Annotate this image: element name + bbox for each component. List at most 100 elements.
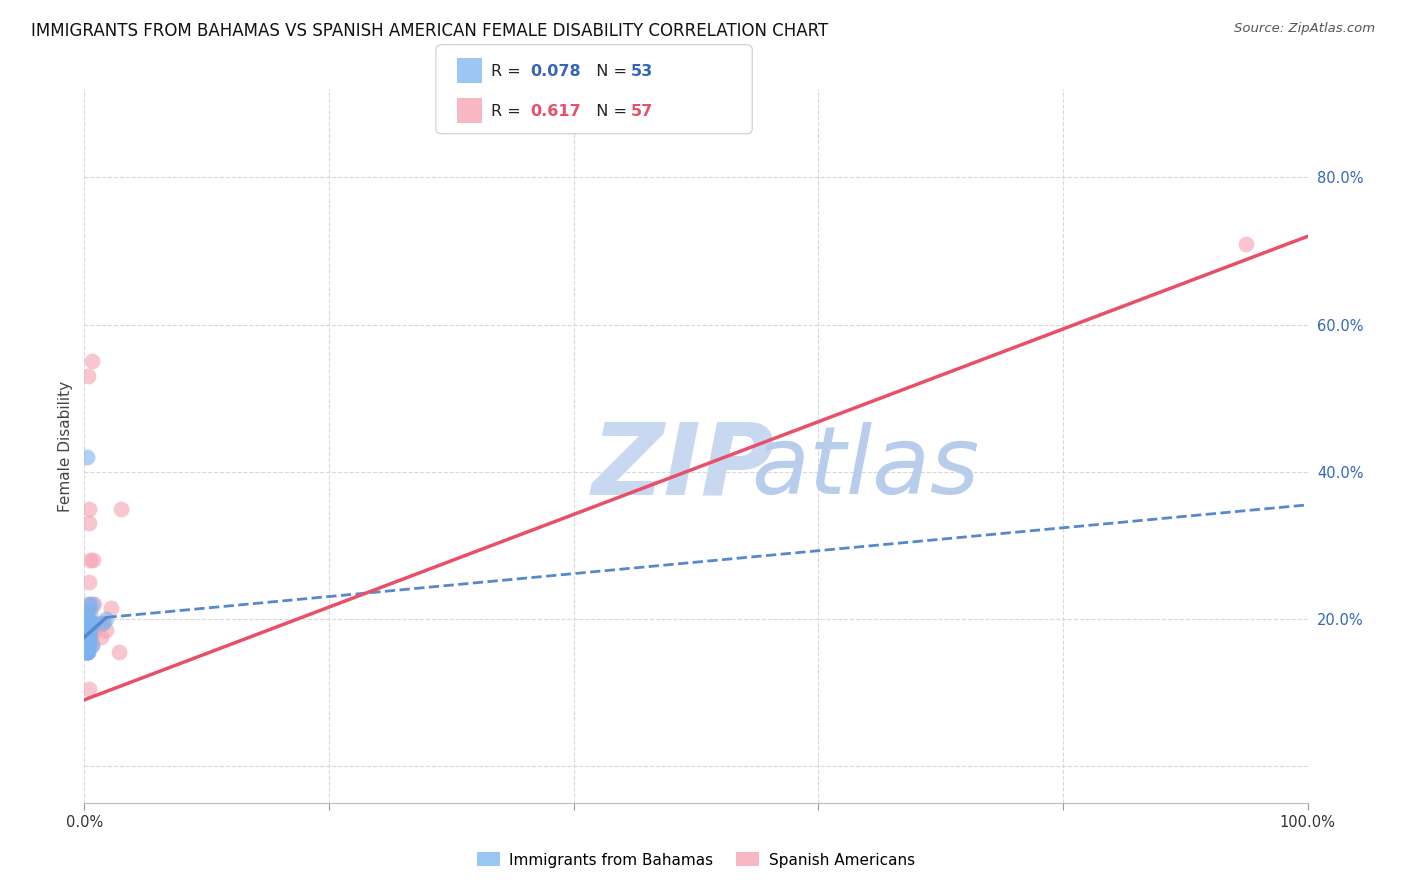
Point [77,369,100,384]
Point [77,626,100,640]
Point [75,645,97,659]
Point [77,638,100,652]
Point [75,638,97,652]
Point [77,630,100,644]
Point [77,615,100,630]
Point [76,623,98,637]
Point [77,615,100,630]
Point [1236,236,1258,251]
Legend: Immigrants from Bahamas, Spanish Americans: Immigrants from Bahamas, Spanish America… [471,847,921,873]
Point [75,634,97,648]
Point [79,553,101,567]
Text: IMMIGRANTS FROM BAHAMAS VS SPANISH AMERICAN FEMALE DISABILITY CORRELATION CHART: IMMIGRANTS FROM BAHAMAS VS SPANISH AMERI… [31,22,828,40]
Point [77,619,100,633]
Point [83,615,105,630]
Point [77,630,100,644]
Text: 0.617: 0.617 [530,104,581,120]
Point [77,619,100,633]
Point [79,630,101,644]
Point [75,630,97,644]
Point [76,623,98,637]
Point [79,630,101,644]
Point [76,605,98,619]
Point [76,615,98,630]
Point [77,600,100,615]
Point [76,626,98,640]
Text: N =: N = [586,104,633,120]
Point [90,630,112,644]
Point [77,630,100,644]
Point [76,638,98,652]
Point [76,623,98,637]
Point [79,630,101,644]
Point [96,623,118,637]
Point [77,501,100,516]
Point [77,619,100,633]
Point [76,612,98,626]
Text: Source: ZipAtlas.com: Source: ZipAtlas.com [1234,22,1375,36]
Point [77,681,100,696]
Point [76,634,98,648]
Text: ZIP: ZIP [592,419,775,516]
Point [77,645,100,659]
Point [76,619,98,633]
Point [110,501,132,516]
Point [75,626,97,640]
Point [77,630,100,644]
Point [80,615,103,630]
Point [79,605,101,619]
Point [76,634,98,648]
Point [77,615,100,630]
Point [77,619,100,633]
Point [83,623,105,637]
Text: 0.078: 0.078 [530,64,581,79]
Point [77,630,100,644]
Point [79,615,101,630]
Point [100,600,122,615]
Text: atlas: atlas [751,422,979,513]
Point [77,626,100,640]
Point [76,630,98,644]
Point [77,638,100,652]
Point [76,638,98,652]
Point [77,597,100,611]
Point [76,638,98,652]
Point [77,630,100,644]
Point [77,619,100,633]
Point [80,630,103,644]
Text: 57: 57 [631,104,654,120]
Text: R =: R = [491,64,526,79]
Point [80,615,103,630]
Point [77,575,100,590]
Point [76,645,98,659]
Point [77,615,100,630]
Point [77,623,100,637]
Point [83,597,105,611]
Point [76,450,98,464]
Point [77,626,100,640]
Y-axis label: Female Disability: Female Disability [58,380,73,512]
Point [75,638,97,652]
Point [77,516,100,531]
Point [82,553,104,567]
Point [75,645,97,659]
Point [77,638,100,652]
Text: R =: R = [491,104,526,120]
Point [75,645,97,659]
Point [80,597,103,611]
Point [77,630,100,644]
Point [91,615,114,630]
Point [77,630,100,644]
Point [79,623,101,637]
Point [76,626,98,640]
Point [91,615,114,630]
Point [76,645,98,659]
Point [96,612,118,626]
Point [77,638,100,652]
Point [76,645,98,659]
Point [76,615,98,630]
Point [77,626,100,640]
Point [107,645,129,659]
Point [76,623,98,637]
Point [75,638,97,652]
